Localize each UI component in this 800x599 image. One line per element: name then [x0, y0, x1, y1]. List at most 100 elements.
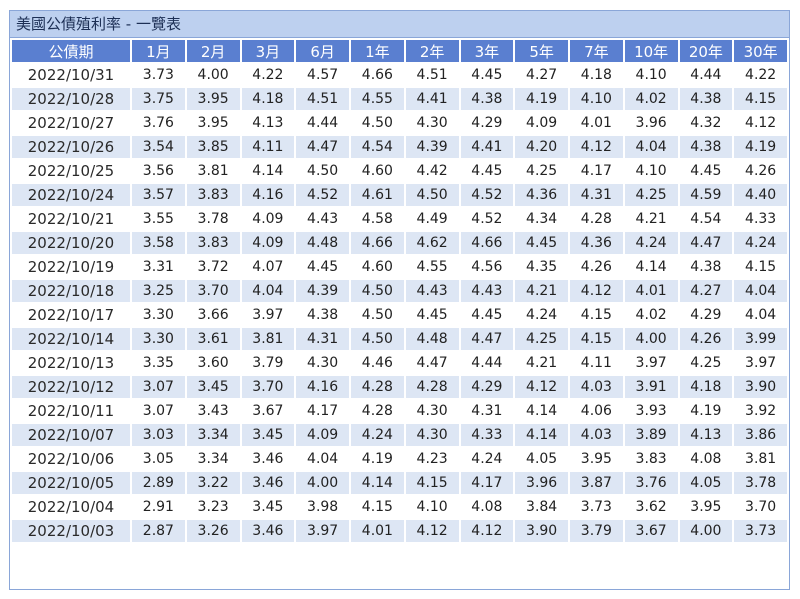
yield-cell: 4.45	[460, 160, 514, 182]
yield-cell: 3.70	[241, 376, 295, 398]
yield-cell: 4.12	[570, 280, 623, 302]
yield-cell: 4.58	[351, 208, 404, 230]
date-cell: 2022/10/21	[12, 208, 130, 230]
table-row: 2022/10/14 3.30 3.61 3.81 4.31 4.50 4.48 4.47 4.…	[12, 328, 787, 350]
yield-cell: 4.60	[351, 256, 404, 278]
table-row: 2022/10/04 2.91 3.23 3.45 3.98 4.15 4.10 4.08 3.…	[12, 496, 787, 518]
header-6m: 6月	[296, 40, 349, 62]
yield-cell: 4.25	[515, 160, 568, 182]
yield-cell: 3.46	[241, 448, 295, 470]
yield-cell: 4.03	[570, 376, 623, 398]
date-cell: 2022/10/11	[12, 400, 130, 422]
header-1m: 1月	[132, 40, 185, 62]
yield-cell: 4.38	[679, 136, 733, 158]
yield-cell: 4.44	[679, 64, 733, 86]
table-row: 2022/10/28 3.75 3.95 4.18 4.51 4.55 4.41 4.38 4.…	[12, 88, 787, 110]
yield-cell: 4.56	[460, 256, 514, 278]
yield-cell: 4.05	[515, 448, 568, 470]
yield-cell: 4.36	[515, 184, 568, 206]
yield-cell: 4.51	[405, 64, 459, 86]
yield-cell: 4.14	[624, 256, 678, 278]
yield-cell: 3.70	[734, 496, 787, 518]
table-row: 2022/10/25 3.56 3.81 4.14 4.50 4.60 4.42 4.45 4.…	[12, 160, 787, 182]
yield-cell: 4.03	[570, 424, 623, 446]
yield-cell: 4.55	[405, 256, 459, 278]
yield-cell: 4.28	[570, 208, 623, 230]
yield-cell: 4.17	[570, 160, 623, 182]
yield-cell: 4.05	[679, 472, 733, 494]
header-2y: 2年	[405, 40, 459, 62]
yield-cell: 3.34	[186, 424, 240, 446]
date-cell: 2022/10/18	[12, 280, 130, 302]
yield-cell: 4.01	[570, 112, 623, 134]
yield-cell: 4.06	[570, 400, 623, 422]
yield-cell: 4.47	[679, 232, 733, 254]
yield-cell: 4.12	[570, 136, 623, 158]
date-cell: 2022/10/31	[12, 64, 130, 86]
yield-cell: 4.28	[405, 376, 459, 398]
yield-cell: 3.81	[186, 160, 240, 182]
yield-cell: 4.48	[296, 232, 349, 254]
yield-cell: 3.83	[624, 448, 678, 470]
yield-cell: 4.38	[296, 304, 349, 326]
header-row: 公債期 1月 2月 3月 6月 1年 2年 3年 5年 7年 10年 20年 3…	[12, 40, 787, 62]
yield-cell: 3.95	[186, 112, 240, 134]
yield-cell: 3.61	[186, 328, 240, 350]
yield-cell: 4.10	[570, 88, 623, 110]
yield-cell: 4.45	[405, 304, 459, 326]
date-cell: 2022/10/04	[12, 496, 130, 518]
yield-cell: 4.41	[405, 88, 459, 110]
yield-cell: 4.62	[405, 232, 459, 254]
yield-cell: 3.90	[515, 520, 568, 542]
yield-cell: 4.49	[405, 208, 459, 230]
yield-cell: 3.76	[624, 472, 678, 494]
yield-cell: 4.44	[296, 112, 349, 134]
yield-cell: 4.12	[734, 112, 787, 134]
yield-cell: 4.30	[405, 424, 459, 446]
yield-cell: 3.66	[186, 304, 240, 326]
yield-cell: 4.21	[515, 352, 568, 374]
yield-table-panel: 美國公債殖利率 - 一覽表 公債期 1月 2月 3月 6月 1年 2年 3年 5…	[9, 10, 790, 590]
yield-cell: 3.73	[570, 496, 623, 518]
yield-cell: 4.04	[624, 136, 678, 158]
yield-cell: 3.45	[186, 376, 240, 398]
date-cell: 2022/10/27	[12, 112, 130, 134]
yield-cell: 4.19	[515, 88, 568, 110]
yield-cell: 3.98	[296, 496, 349, 518]
yield-cell: 4.40	[734, 184, 787, 206]
yield-cell: 4.19	[679, 400, 733, 422]
yield-cell: 4.14	[515, 424, 568, 446]
yield-cell: 4.17	[296, 400, 349, 422]
table-row: 2022/10/17 3.30 3.66 3.97 4.38 4.50 4.45 4.45 4.…	[12, 304, 787, 326]
yield-cell: 3.67	[624, 520, 678, 542]
yield-cell: 4.24	[351, 424, 404, 446]
date-cell: 2022/10/24	[12, 184, 130, 206]
yield-cell: 3.79	[241, 352, 295, 374]
yield-cell: 4.21	[624, 208, 678, 230]
yield-cell: 4.66	[351, 232, 404, 254]
date-cell: 2022/10/13	[12, 352, 130, 374]
table-row: 2022/10/21 3.55 3.78 4.09 4.43 4.58 4.49 4.52 4.…	[12, 208, 787, 230]
yield-cell: 4.09	[241, 232, 295, 254]
yield-cell: 4.45	[679, 160, 733, 182]
date-cell: 2022/10/14	[12, 328, 130, 350]
yield-cell: 4.15	[734, 88, 787, 110]
yield-cell: 4.11	[570, 352, 623, 374]
yield-cell: 4.01	[624, 280, 678, 302]
yield-cell: 4.04	[734, 304, 787, 326]
date-cell: 2022/10/28	[12, 88, 130, 110]
header-3y: 3年	[460, 40, 514, 62]
yield-cell: 4.25	[679, 352, 733, 374]
yield-cell: 3.70	[186, 280, 240, 302]
yield-cell: 3.07	[132, 400, 185, 422]
date-cell: 2022/10/26	[12, 136, 130, 158]
table-row: 2022/10/27 3.76 3.95 4.13 4.44 4.50 4.30 4.29 4.…	[12, 112, 787, 134]
yield-cell: 4.16	[241, 184, 295, 206]
yield-cell: 3.03	[132, 424, 185, 446]
yield-cell: 4.02	[624, 304, 678, 326]
yield-cell: 4.50	[351, 280, 404, 302]
header-10y: 10年	[624, 40, 678, 62]
yield-cell: 3.73	[734, 520, 787, 542]
yield-cell: 4.19	[734, 136, 787, 158]
yield-cell: 4.47	[460, 328, 514, 350]
